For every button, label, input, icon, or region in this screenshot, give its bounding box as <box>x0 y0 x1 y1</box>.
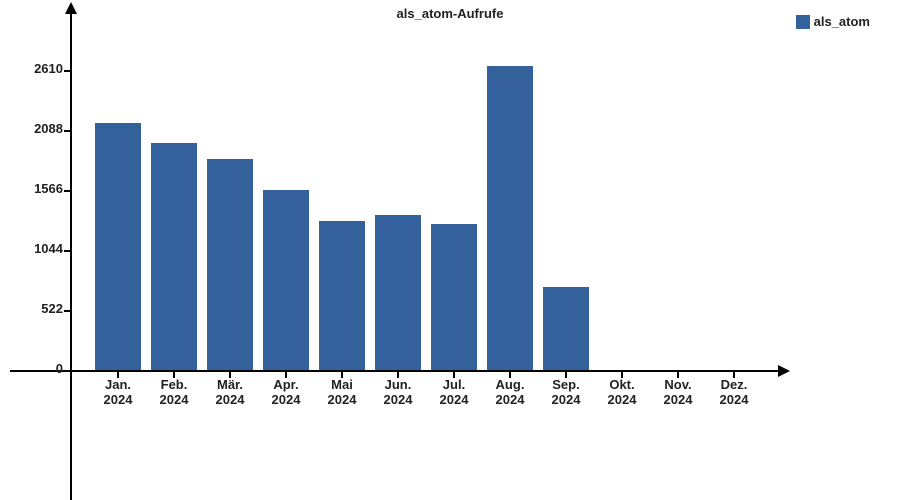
x-tick-label: Mär. 2024 <box>202 378 258 408</box>
bar <box>207 159 253 370</box>
x-tick-label: Okt. 2024 <box>594 378 650 408</box>
y-tick-label: 522 <box>8 301 63 316</box>
x-tick-label: Aug. 2024 <box>482 378 538 408</box>
y-axis-arrow <box>65 2 77 14</box>
x-axis <box>10 370 780 372</box>
y-tick-label: 0 <box>8 361 63 376</box>
bar-chart: als_atom-Aufrufe als_atom 05221044156620… <box>0 0 900 500</box>
x-tick-label: Apr. 2024 <box>258 378 314 408</box>
chart-title: als_atom-Aufrufe <box>0 6 900 21</box>
legend-label: als_atom <box>814 14 870 29</box>
bar <box>431 224 477 370</box>
bar <box>319 221 365 370</box>
x-tick-label: Dez. 2024 <box>706 378 762 408</box>
bar <box>151 143 197 370</box>
x-tick-label: Jul. 2024 <box>426 378 482 408</box>
y-tick <box>64 250 70 252</box>
y-tick <box>64 310 70 312</box>
bar <box>487 66 533 370</box>
y-axis <box>70 8 72 500</box>
x-tick-label: Mai 2024 <box>314 378 370 408</box>
y-tick <box>64 190 70 192</box>
x-tick-label: Feb. 2024 <box>146 378 202 408</box>
y-tick-label: 2610 <box>8 61 63 76</box>
y-tick <box>64 370 70 372</box>
legend: als_atom <box>796 14 870 29</box>
y-tick <box>64 130 70 132</box>
y-tick-label: 2088 <box>8 121 63 136</box>
y-tick-label: 1566 <box>8 181 63 196</box>
bar <box>263 190 309 370</box>
x-tick-label: Sep. 2024 <box>538 378 594 408</box>
y-tick <box>64 70 70 72</box>
x-tick-label: Nov. 2024 <box>650 378 706 408</box>
legend-swatch <box>796 15 810 29</box>
plot-area: 05221044156620882610Jan. 2024Feb. 2024Mä… <box>70 20 770 400</box>
x-tick-label: Jun. 2024 <box>370 378 426 408</box>
x-tick-label: Jan. 2024 <box>90 378 146 408</box>
bar <box>543 287 589 370</box>
bar <box>375 215 421 370</box>
x-axis-arrow <box>778 365 790 377</box>
y-tick-label: 1044 <box>8 241 63 256</box>
bar <box>95 123 141 370</box>
